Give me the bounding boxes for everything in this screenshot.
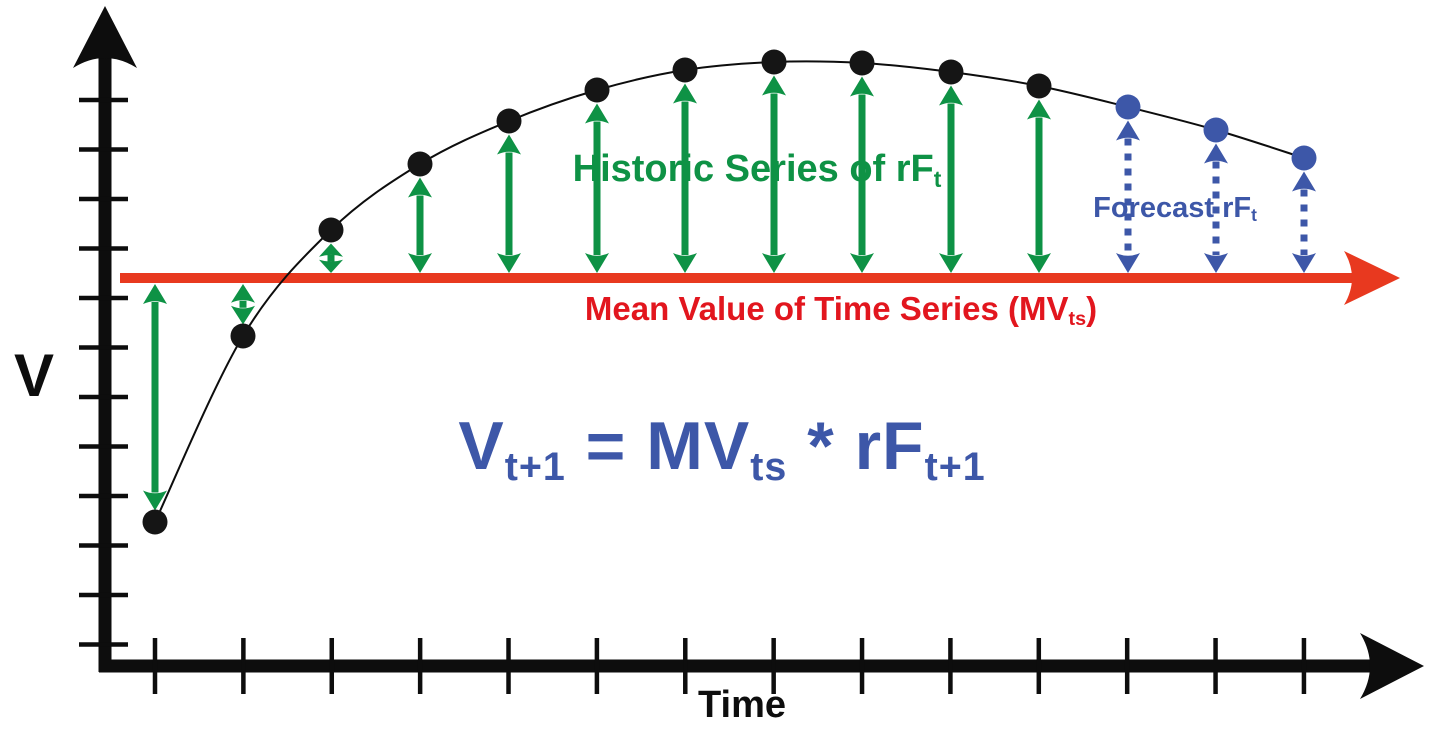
historic-deviation-arrow xyxy=(319,243,343,273)
arrowhead-up xyxy=(1292,171,1316,192)
historic-data-point xyxy=(407,151,433,177)
arrowhead-down xyxy=(1027,253,1051,273)
arrowhead-up xyxy=(319,243,343,257)
arrowhead-up xyxy=(143,284,167,304)
y-axis-arrowhead xyxy=(73,6,137,68)
arrowhead-down xyxy=(939,253,963,273)
arrowhead-up xyxy=(231,284,255,303)
historic-deviation-arrow xyxy=(497,134,521,273)
arrowhead-down xyxy=(408,253,432,273)
historic-deviation-arrow xyxy=(850,76,874,273)
forecast-points xyxy=(1115,94,1317,171)
arrowhead-down xyxy=(762,253,786,273)
forecast-deviation-arrows xyxy=(1116,120,1316,273)
forecast-data-point xyxy=(1203,117,1229,143)
x-axis-arrowhead xyxy=(1360,633,1424,699)
historic-deviation-arrow xyxy=(231,284,255,325)
historic-deviation-arrow xyxy=(408,177,432,273)
arrowhead-down xyxy=(1204,253,1228,273)
forecast-deviation-arrow xyxy=(1116,120,1140,273)
mean-value-label: Mean Value of Time Series (MVts) xyxy=(584,290,1098,330)
historic-data-point xyxy=(230,323,256,349)
historic-deviation-arrow xyxy=(1027,99,1051,273)
arrowhead-up xyxy=(1116,120,1140,141)
arrowhead-down xyxy=(497,253,521,273)
arrowhead-down xyxy=(1292,253,1316,273)
x-axis-label: Time xyxy=(697,684,787,726)
arrowhead-down xyxy=(1116,253,1140,273)
arrowhead-down xyxy=(319,259,343,273)
arrowhead-down xyxy=(850,253,874,273)
forecast-formula: Vt+1 = MVts * rFt+1 xyxy=(458,408,986,490)
historic-deviation-arrows xyxy=(143,75,1051,511)
arrowhead-up xyxy=(585,103,609,124)
historic-deviation-arrow xyxy=(939,85,963,273)
forecast-series-label: Forecast rFt xyxy=(1093,192,1257,226)
historic-data-point xyxy=(142,509,168,535)
historic-deviation-arrow xyxy=(673,83,697,273)
historic-data-point xyxy=(318,217,344,243)
arrowhead-up xyxy=(1027,99,1051,120)
historic-data-point xyxy=(1026,73,1052,99)
arrowhead-up xyxy=(850,76,874,97)
historic-points xyxy=(142,49,1052,535)
historic-data-point xyxy=(938,59,964,85)
arrowhead-up xyxy=(673,83,697,104)
forecast-data-point xyxy=(1115,94,1141,120)
arrowhead-down xyxy=(673,253,697,273)
mean-line-arrowhead xyxy=(1344,251,1400,305)
historic-deviation-arrow xyxy=(762,75,786,273)
x-axis xyxy=(99,633,1424,699)
historic-deviation-arrow xyxy=(585,103,609,273)
historic-data-point xyxy=(672,57,698,83)
historic-data-point xyxy=(496,108,522,134)
historic-data-point xyxy=(761,49,787,75)
historic-data-point xyxy=(584,77,610,103)
arrowhead-down xyxy=(231,305,255,325)
historic-series-label: Historic Series of rFt xyxy=(572,148,942,192)
mean-value-line xyxy=(120,251,1400,305)
arrowhead-up xyxy=(408,177,432,198)
forecast-deviation-arrow xyxy=(1292,171,1316,273)
forecast-data-point xyxy=(1291,145,1317,171)
arrowhead-up xyxy=(1204,143,1228,164)
arrowhead-down xyxy=(585,253,609,273)
arrowhead-down xyxy=(143,490,167,511)
arrowhead-up xyxy=(497,134,521,155)
historic-data-point xyxy=(849,50,875,76)
y-axis-label: V xyxy=(14,342,55,409)
historic-deviation-arrow xyxy=(143,284,167,511)
arrowhead-up xyxy=(762,75,786,96)
arrowhead-up xyxy=(939,85,963,106)
forecast-deviation-arrow xyxy=(1204,143,1228,273)
y-axis xyxy=(73,6,137,672)
